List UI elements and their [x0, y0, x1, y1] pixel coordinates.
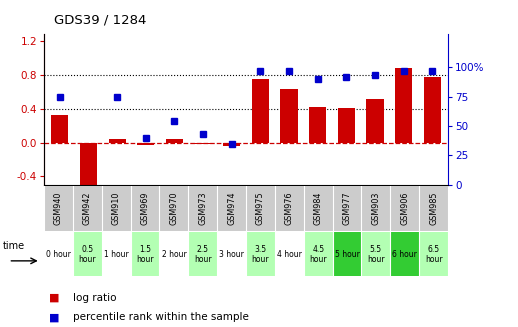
Bar	[391, 232, 419, 276]
Text: GSM977: GSM977	[342, 192, 352, 225]
Bar	[362, 232, 391, 276]
Bar	[246, 232, 275, 276]
Text: ■: ■	[49, 312, 60, 322]
Bar	[333, 232, 362, 276]
Text: 0 hour: 0 hour	[46, 250, 71, 259]
Text: time: time	[3, 241, 25, 251]
Bar	[419, 232, 448, 276]
Text: ■: ■	[49, 293, 60, 302]
Bar	[51, 115, 68, 143]
Bar	[73, 232, 102, 276]
Text: 6.5
hour: 6.5 hour	[425, 245, 442, 264]
Text: 3 hour: 3 hour	[219, 250, 244, 259]
Bar	[309, 107, 326, 143]
Text: 1.5
hour: 1.5 hour	[136, 245, 154, 264]
Text: 3.5
hour: 3.5 hour	[252, 245, 269, 264]
Text: GSM984: GSM984	[314, 192, 323, 225]
Text: GSM973: GSM973	[198, 192, 207, 225]
Bar	[275, 232, 304, 276]
Text: GSM903: GSM903	[371, 192, 380, 225]
Bar	[131, 232, 160, 276]
Text: GSM976: GSM976	[285, 192, 294, 225]
Bar	[189, 232, 217, 276]
Bar	[160, 232, 189, 276]
Text: 6 hour: 6 hour	[392, 250, 417, 259]
Bar	[217, 232, 246, 276]
Bar	[102, 232, 131, 276]
Bar	[252, 79, 269, 143]
Text: GSM969: GSM969	[140, 192, 150, 225]
Text: percentile rank within the sample: percentile rank within the sample	[73, 312, 249, 322]
Bar	[137, 143, 154, 145]
Text: GSM942: GSM942	[83, 192, 92, 225]
Bar	[166, 139, 183, 143]
Text: GSM974: GSM974	[227, 192, 236, 225]
Bar	[366, 98, 384, 143]
Text: 4 hour: 4 hour	[277, 250, 302, 259]
Text: 1 hour: 1 hour	[104, 250, 128, 259]
Bar	[223, 143, 240, 146]
Bar	[108, 139, 126, 143]
Text: GSM975: GSM975	[256, 192, 265, 225]
Bar	[280, 89, 298, 143]
Bar	[44, 232, 73, 276]
Text: log ratio: log ratio	[73, 293, 116, 302]
Bar	[80, 143, 97, 187]
Text: GSM985: GSM985	[429, 192, 438, 225]
Text: 2.5
hour: 2.5 hour	[194, 245, 211, 264]
Bar	[338, 108, 355, 143]
Text: GSM970: GSM970	[169, 192, 178, 225]
Text: 5.5
hour: 5.5 hour	[367, 245, 385, 264]
Text: 5 hour: 5 hour	[335, 250, 359, 259]
Text: 0.5
hour: 0.5 hour	[79, 245, 96, 264]
Bar	[304, 232, 333, 276]
Bar	[395, 68, 412, 143]
Text: GDS39 / 1284: GDS39 / 1284	[54, 13, 147, 26]
Bar	[194, 143, 212, 144]
Text: 4.5
hour: 4.5 hour	[309, 245, 327, 264]
Text: GSM906: GSM906	[400, 192, 409, 225]
Text: GSM940: GSM940	[54, 192, 63, 225]
Text: GSM910: GSM910	[112, 192, 121, 225]
Text: 2 hour: 2 hour	[162, 250, 186, 259]
Bar	[424, 77, 441, 143]
